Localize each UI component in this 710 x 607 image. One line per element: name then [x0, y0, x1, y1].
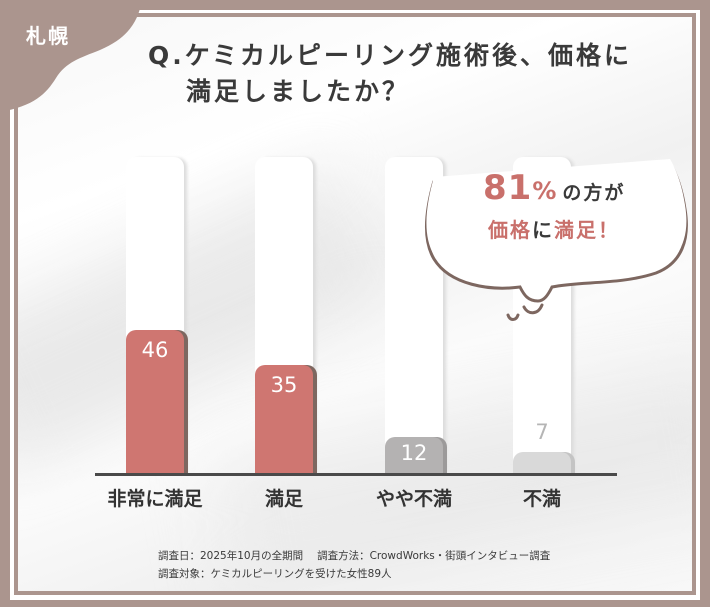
x-axis-baseline	[95, 473, 617, 476]
category-label: 非常に満足	[107, 488, 203, 510]
callout-line-2: 価格に満足！	[488, 214, 620, 243]
callout-percent: 81	[483, 168, 533, 208]
title-line-2: 満足しましたか？	[186, 77, 411, 106]
bar-somewhat-dissatisfied: 12	[385, 437, 443, 474]
bar-value: 46	[141, 338, 169, 362]
title-line-1: Q.ケミカルピーリング施術後、価格に	[148, 41, 633, 70]
callout-satisfied: 満足！	[554, 218, 620, 242]
category-label: 不満	[522, 488, 561, 510]
callout-particle: に	[532, 218, 554, 242]
footnote-line-1: 調査日：2025年10月の全期間 調査方法：CrowdWorks・街頭インタビュー…	[158, 548, 550, 563]
category-label: 満足	[264, 488, 303, 510]
survey-date: 調査日：2025年10月の全期間	[158, 550, 304, 562]
bar-value: 7	[535, 420, 549, 444]
region-tag-blob	[0, 0, 142, 112]
bar-satisfied: 35	[255, 365, 313, 474]
survey-target: 調査対象：ケミカルピーリングを受けた女性89人	[158, 568, 392, 580]
page-title: Q.ケミカルピーリング施術後、価格に 満足しましたか？	[148, 38, 632, 110]
callout-percent-sign: %	[532, 177, 557, 205]
callout-line-1: 81% の方が	[483, 168, 625, 208]
background-sheen	[18, 164, 388, 470]
speech-bubble	[425, 159, 688, 321]
callout-suffix: の方が	[562, 182, 626, 204]
callout-price: 価格	[488, 218, 532, 242]
region-tag: 札幌	[26, 24, 70, 48]
bar-dissatisfied: 7	[513, 420, 571, 474]
survey-method: 調査方法：CrowdWorks・街頭インタビュー調査	[317, 550, 551, 562]
bar-value: 12	[400, 441, 428, 465]
footnote-line-2: 調査対象：ケミカルピーリングを受けた女性89人	[158, 566, 392, 581]
bar-very-satisfied: 46	[126, 330, 184, 474]
category-label: やや不満	[375, 488, 452, 510]
bar-value: 35	[270, 373, 298, 397]
